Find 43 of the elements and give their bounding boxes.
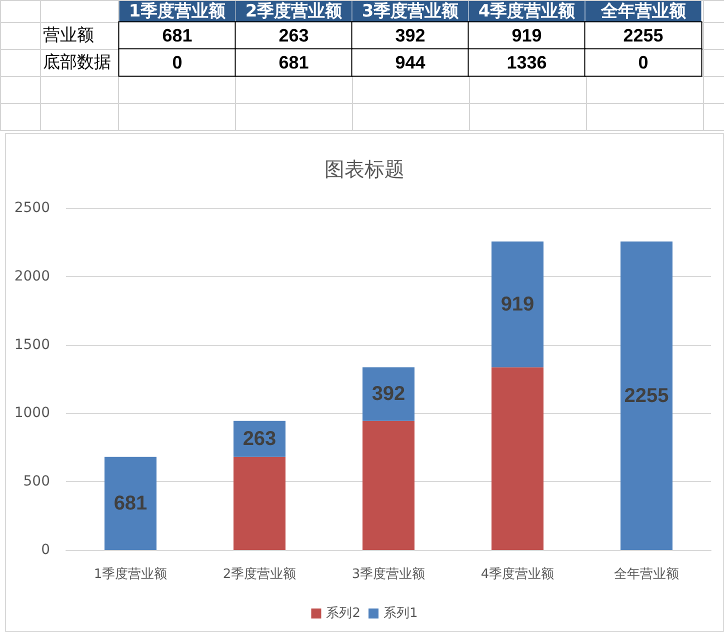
x-tick-label: 全年营业额: [600, 2, 687, 22]
bar: [362, 367, 414, 421]
x-tick-label: 2季度营业额: [222, 566, 296, 582]
x-tick-label: 3季度营业额: [362, 2, 460, 22]
y-tick-label: 1000: [14, 405, 50, 422]
x-tick-label: 全年营业额: [614, 567, 679, 582]
data-label: 2255: [624, 384, 669, 407]
y-tick-label: 0: [41, 542, 50, 558]
data-label: 681: [278, 52, 309, 72]
data-label: 263: [278, 26, 309, 46]
data-label: 263: [242, 428, 276, 450]
y-tick-label: 2000: [14, 268, 50, 284]
data-label: 919: [500, 293, 534, 316]
data-label: 1336: [506, 52, 547, 72]
data-label: 919: [512, 26, 542, 46]
x-tick-label: 2季度营业额: [245, 2, 344, 22]
x-tick-label: 1季度营业额: [128, 2, 227, 22]
x-tick-label: 1季度营业额: [94, 566, 168, 582]
y-tick-label: 营业额: [43, 26, 94, 46]
data-label: 681: [162, 26, 192, 46]
data-label: 2255: [623, 26, 664, 46]
bar: [362, 420, 414, 550]
y-tick-label: 2500: [14, 200, 50, 216]
data-label: 392: [372, 383, 406, 406]
bar: [234, 456, 286, 550]
bar: [620, 242, 672, 550]
bar: [492, 367, 544, 550]
bar: [492, 242, 544, 368]
chart-title: 图表标题: [324, 157, 404, 181]
y-tick-label: 底部数据: [43, 52, 111, 72]
x-tick-label: 3季度营业额: [352, 566, 426, 582]
y-tick-label: 1500: [14, 336, 50, 353]
data-label: 0: [638, 52, 648, 72]
y-tick-label: 500: [23, 474, 50, 490]
legend-label: 系列1: [384, 606, 418, 621]
data-label: 392: [395, 26, 426, 46]
bar: [104, 456, 156, 550]
data-label: 0: [172, 52, 182, 72]
data-label: 681: [114, 492, 148, 514]
data-label: 944: [395, 52, 426, 72]
legend-label: 系列2: [326, 606, 361, 621]
x-tick-label: 4季度营业额: [478, 2, 576, 22]
x-tick-label: 4季度营业额: [480, 566, 554, 582]
